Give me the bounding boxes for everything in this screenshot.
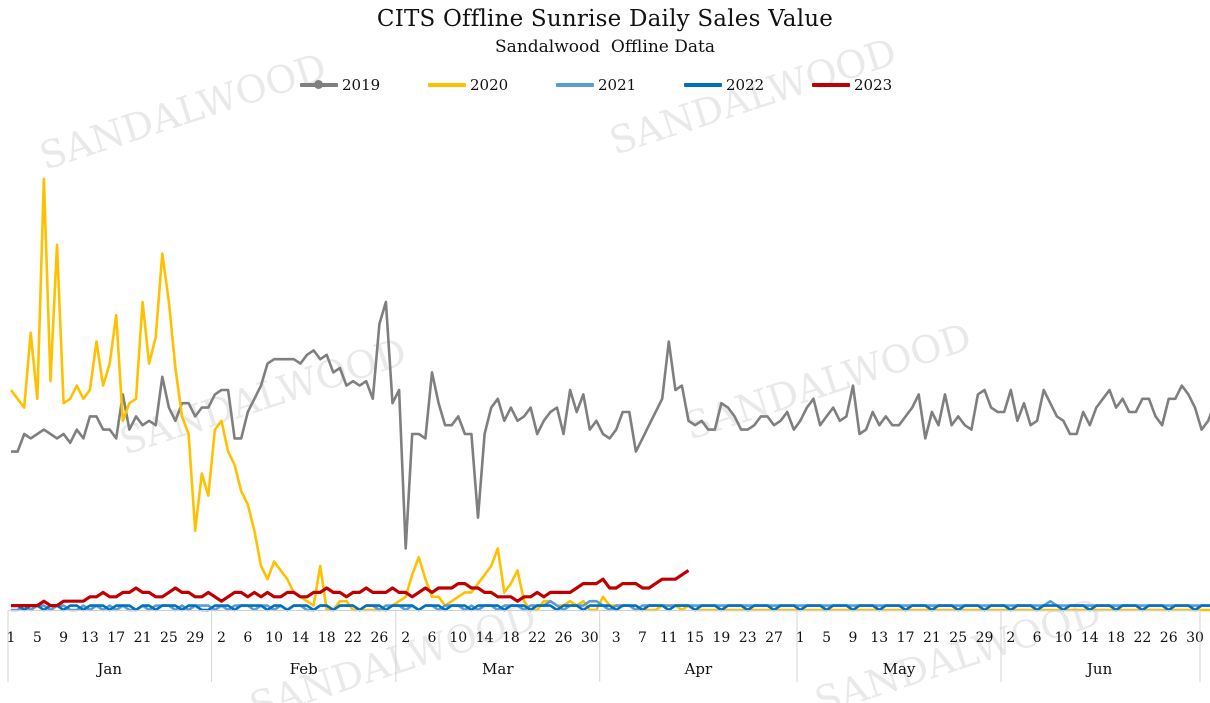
watermark: SANDALWOOD <box>679 315 976 449</box>
legend-swatch <box>684 83 722 87</box>
legend-label: 2020 <box>470 76 509 94</box>
x-tick-label: 19 <box>712 630 730 646</box>
legend-item-2019: 2019 <box>300 76 428 94</box>
x-tick-label: 2 <box>401 630 410 646</box>
x-tick-label: 18 <box>1107 630 1125 646</box>
x-tick-label: 18 <box>318 630 336 646</box>
month-label-may: May <box>883 660 916 678</box>
x-tick-label: 17 <box>107 630 125 646</box>
series-line-2020 <box>9 177 1210 612</box>
x-tick-label: 14 <box>476 630 494 646</box>
x-tick-label: 11 <box>660 630 678 646</box>
x-tick-label: 17 <box>897 630 915 646</box>
x-tick-label: 26 <box>370 630 388 646</box>
x-tick-label: 14 <box>1081 630 1099 646</box>
month-label-mar: Mar <box>482 660 514 678</box>
legend-swatch <box>556 83 594 87</box>
x-tick-label: 29 <box>976 630 994 646</box>
chart-subtitle: Sandalwood Offline Data <box>495 37 715 57</box>
x-tick-label: 30 <box>581 630 599 646</box>
month-label-apr: Apr <box>684 660 713 678</box>
watermark: SANDALWOOD <box>34 45 331 179</box>
x-tick-label: 27 <box>765 630 783 646</box>
legend-item-2020: 2020 <box>428 76 556 94</box>
x-tick-label: 1 <box>796 630 805 646</box>
x-tick-label: 26 <box>1160 630 1178 646</box>
x-tick-label: 22 <box>1133 630 1151 646</box>
series-layer <box>9 177 1210 612</box>
series-line-2019 <box>11 300 1210 550</box>
legend: 2019 2020 2021 2022 2023 <box>300 72 940 98</box>
legend-swatch <box>428 83 466 87</box>
legend-item-2021: 2021 <box>556 76 684 94</box>
x-tick-label: 3 <box>612 630 621 646</box>
legend-swatch <box>812 83 850 87</box>
x-tick-label: 2 <box>1006 630 1015 646</box>
x-tick-label: 10 <box>449 630 467 646</box>
x-tick-label: 5 <box>33 630 42 646</box>
month-label-feb: Feb <box>290 660 318 678</box>
x-tick-label: 22 <box>528 630 546 646</box>
x-tick-label: 22 <box>344 630 362 646</box>
x-tick-label: 21 <box>134 630 152 646</box>
month-label-jun: Jun <box>1085 660 1113 678</box>
x-tick-label: 7 <box>638 630 647 646</box>
x-tick-label: 29 <box>186 630 204 646</box>
x-tick-label: 6 <box>243 630 252 646</box>
legend-label: 2021 <box>598 76 637 94</box>
x-tick-label: 13 <box>870 630 888 646</box>
x-tick-label: 9 <box>59 630 68 646</box>
legend-swatch <box>300 80 338 89</box>
x-tick-label: 25 <box>949 630 967 646</box>
legend-label: 2022 <box>726 76 765 94</box>
x-tick-label: 5 <box>822 630 831 646</box>
x-tick-label: 14 <box>291 630 309 646</box>
legend-label: 2023 <box>854 76 893 94</box>
chart-title: CITS Offline Sunrise Daily Sales Value <box>376 6 834 32</box>
legend-marker <box>314 80 323 89</box>
x-tick-label: 6 <box>1033 630 1042 646</box>
x-tick-label: 15 <box>686 630 704 646</box>
x-tick-label: 10 <box>1054 630 1072 646</box>
x-tick-label: 30 <box>1186 630 1204 646</box>
x-tick-label: 2 <box>217 630 226 646</box>
x-tick-label: 6 <box>428 630 437 646</box>
legend-item-2023: 2023 <box>812 76 940 94</box>
x-tick-label: 1 <box>7 630 16 646</box>
legend-label: 2019 <box>342 76 381 94</box>
month-label-jan: Jan <box>95 660 122 678</box>
x-tick-label: 18 <box>502 630 520 646</box>
x-tick-label: 9 <box>849 630 858 646</box>
x-tick-label: 10 <box>265 630 283 646</box>
series-line-2023 <box>11 569 690 608</box>
x-tick-label: 23 <box>739 630 757 646</box>
legend-item-2022: 2022 <box>684 76 812 94</box>
x-tick-label: 13 <box>81 630 99 646</box>
x-tick-label: 21 <box>923 630 941 646</box>
x-tick-label: 25 <box>160 630 178 646</box>
x-tick-label: 26 <box>555 630 573 646</box>
